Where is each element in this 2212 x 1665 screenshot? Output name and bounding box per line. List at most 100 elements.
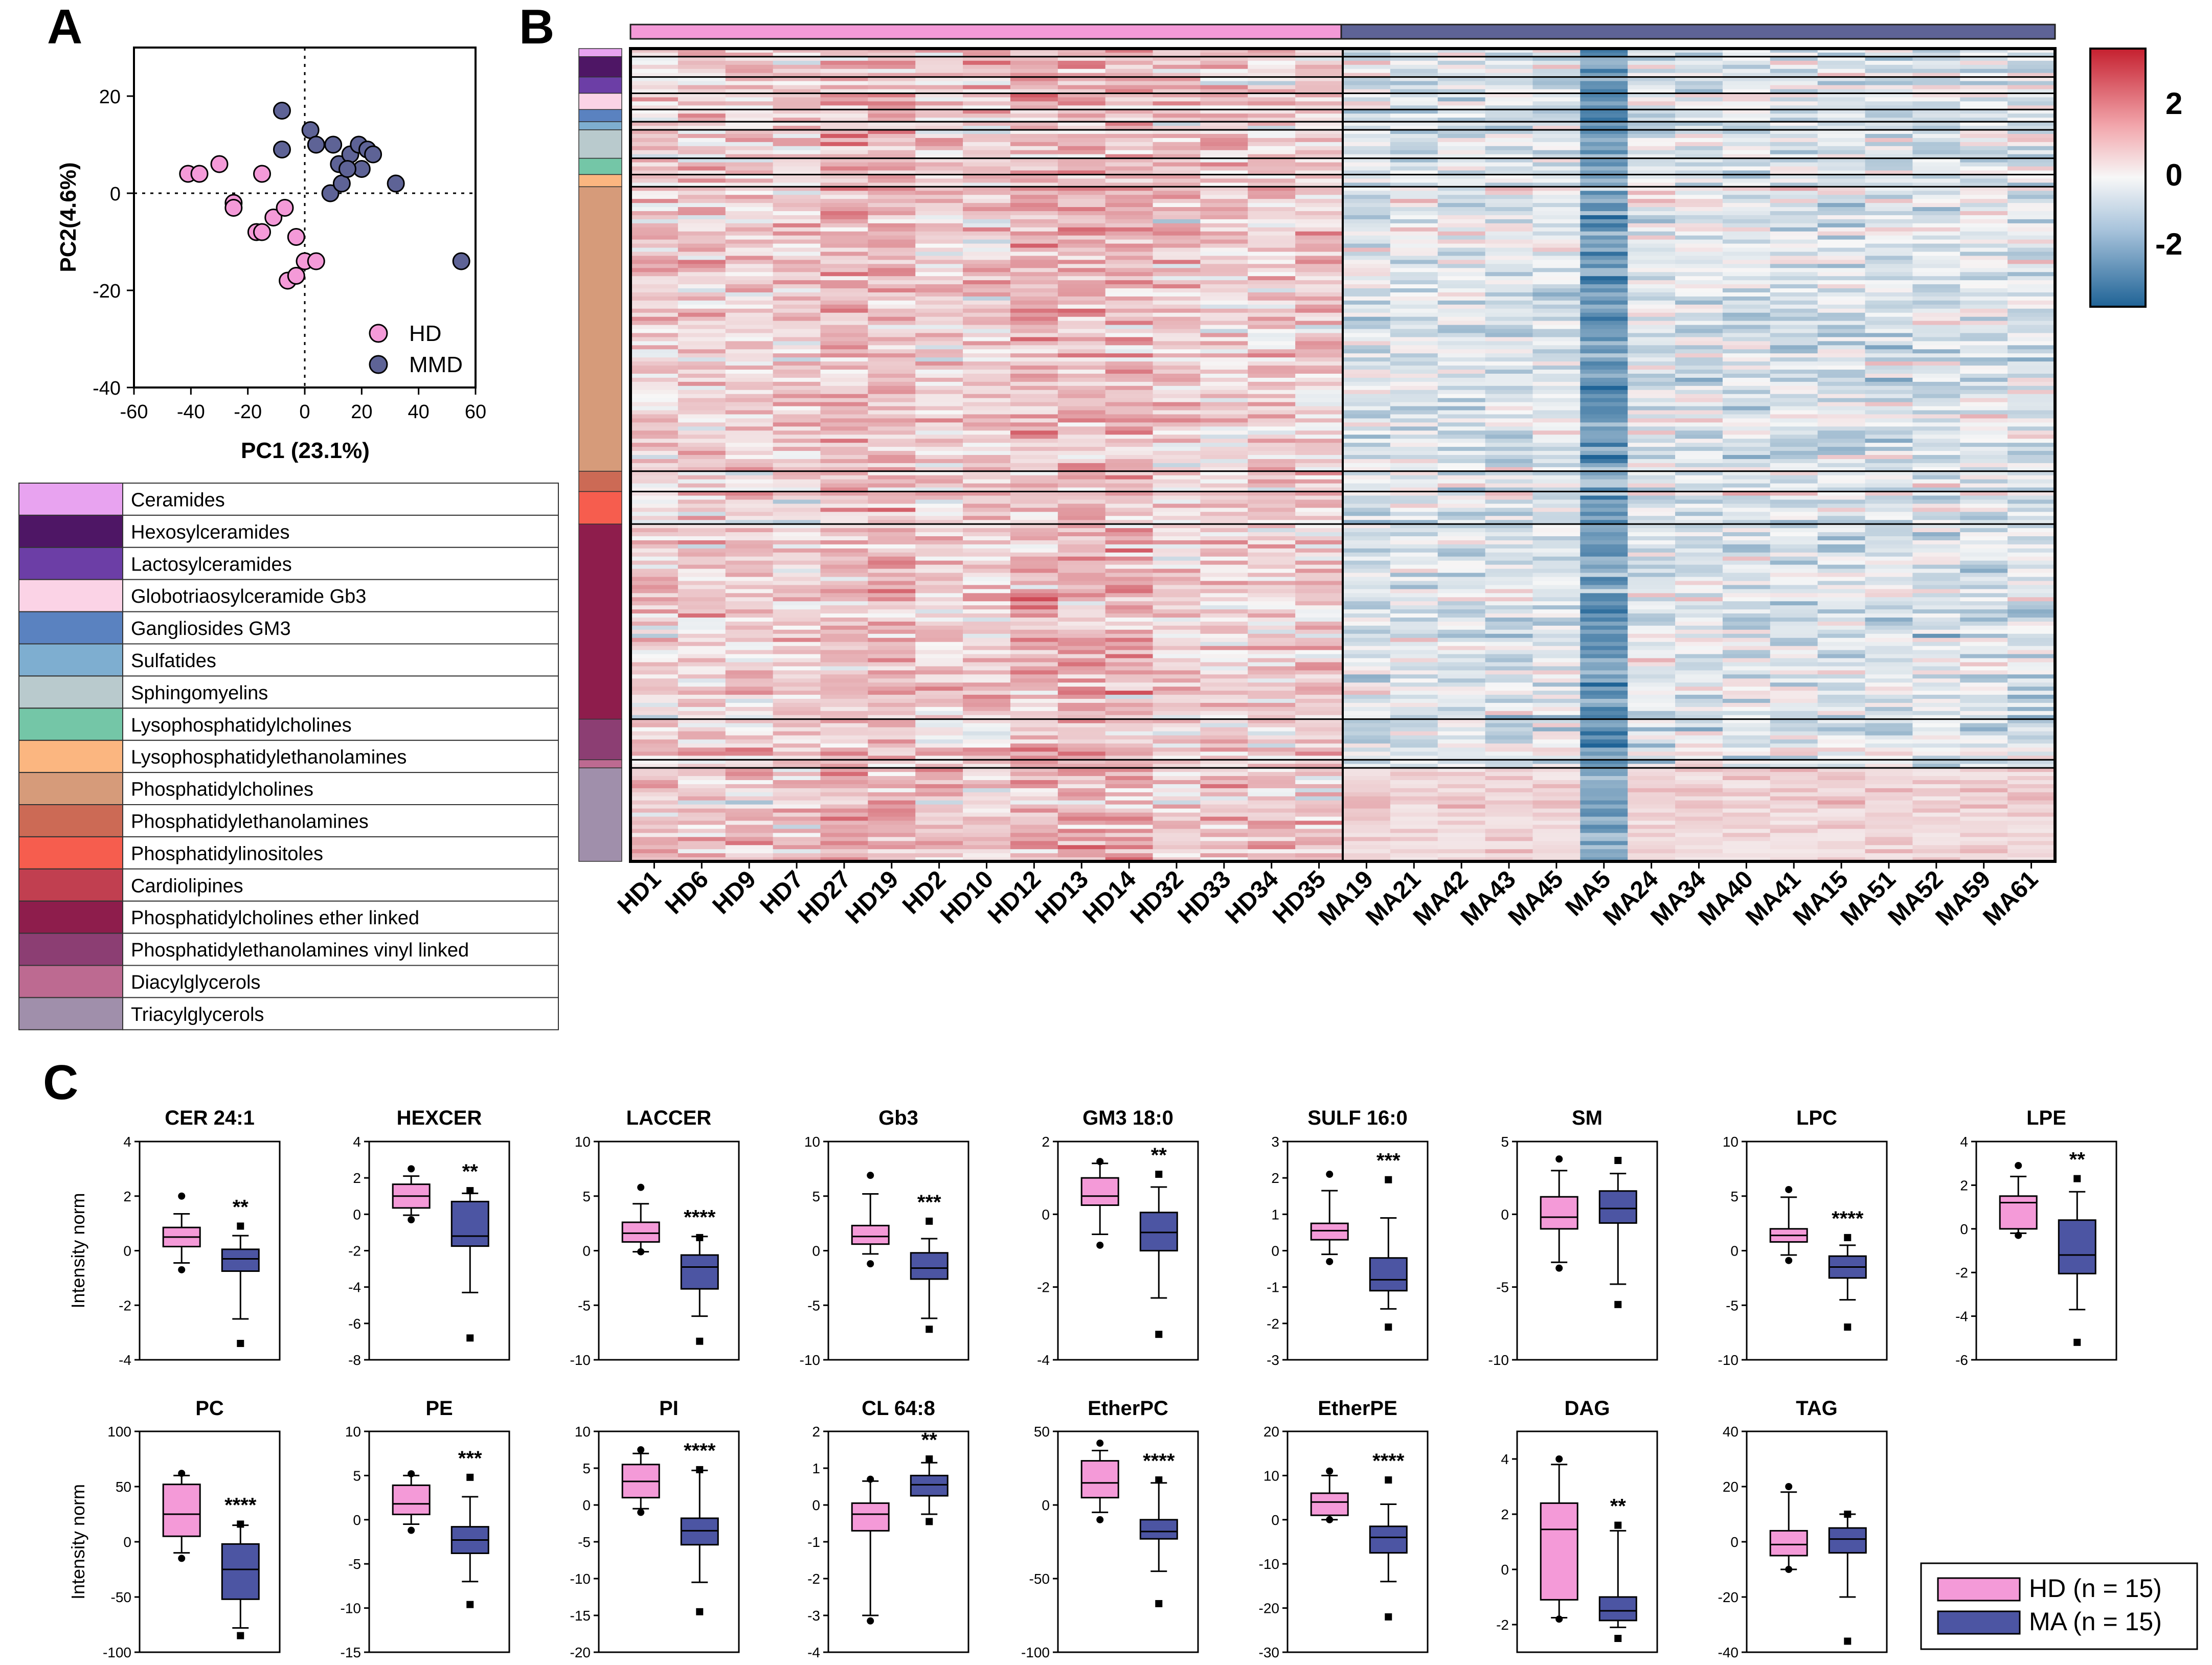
heatmap-cell bbox=[1960, 556, 2008, 561]
heatmap-cell bbox=[1485, 191, 1533, 195]
heatmap-cell bbox=[725, 256, 774, 260]
heatmap-cell bbox=[1057, 49, 1106, 53]
heatmap-cell bbox=[868, 520, 916, 524]
heatmap-cell bbox=[1722, 695, 1771, 699]
heatmap-cell bbox=[1200, 146, 1248, 151]
heatmap-cell bbox=[1390, 93, 1438, 98]
heatmap-cell bbox=[1532, 687, 1581, 691]
heatmap-cell bbox=[1817, 85, 1866, 90]
heatmap-cell bbox=[1105, 573, 1154, 578]
heatmap-cell bbox=[1865, 158, 1913, 163]
heatmap-cell bbox=[725, 219, 774, 224]
heatmap-cell bbox=[2007, 678, 2056, 683]
heatmap-cell bbox=[1485, 540, 1533, 545]
heatmap-cell bbox=[1817, 536, 1866, 541]
heatmap-cell bbox=[1817, 406, 1866, 411]
heatmap-cell bbox=[1532, 174, 1581, 179]
heatmap-cell bbox=[1532, 414, 1581, 419]
heatmap-cell bbox=[963, 113, 1011, 118]
heatmap-cell bbox=[1865, 435, 1913, 439]
heatmap-cell bbox=[1390, 589, 1438, 594]
heatmap-cell bbox=[1153, 56, 1201, 61]
heatmap-cell bbox=[1580, 341, 1628, 346]
heatmap-cell bbox=[1010, 499, 1058, 504]
heatmap-cell bbox=[773, 162, 821, 167]
heatmap-cell bbox=[1295, 666, 1343, 671]
heatmap-cell bbox=[1865, 650, 1913, 655]
heatmap-cell bbox=[1057, 158, 1106, 163]
heatmap-cell bbox=[678, 532, 726, 537]
heatmap-cell bbox=[915, 377, 963, 382]
heatmap-cell bbox=[678, 361, 726, 366]
heatmap-cell bbox=[630, 390, 679, 395]
heatmap-cell bbox=[1675, 122, 1723, 126]
heatmap-cell bbox=[1675, 243, 1723, 248]
heatmap-cell bbox=[1960, 150, 2008, 155]
heatmap-cell bbox=[1343, 605, 1391, 610]
heatmap-cell bbox=[1010, 471, 1058, 476]
heatmap-cell bbox=[1105, 215, 1154, 220]
heatmap-cell bbox=[1960, 231, 2008, 236]
heatmap-cell bbox=[1580, 552, 1628, 557]
heatmap-cell bbox=[1865, 300, 1913, 305]
heatmap-cell bbox=[1295, 219, 1343, 224]
heatmap-cell bbox=[1722, 130, 1771, 134]
heatmap-cell bbox=[1295, 321, 1343, 326]
heatmap-cell bbox=[1010, 183, 1058, 187]
heatmap-cell bbox=[1532, 316, 1581, 322]
heatmap-cell bbox=[1675, 280, 1723, 285]
heatmap-cell bbox=[1628, 479, 1676, 484]
heatmap-cell bbox=[630, 605, 679, 610]
heatmap-cell bbox=[1437, 219, 1486, 224]
heatmap-cell bbox=[1817, 300, 1866, 305]
heatmap-cell bbox=[915, 524, 963, 529]
heatmap-cell bbox=[1675, 487, 1723, 492]
heatmap-cell bbox=[1770, 491, 1818, 496]
heatmap-cell bbox=[1343, 422, 1391, 427]
heatmap-cell bbox=[1675, 499, 1723, 504]
heatmap-cell bbox=[630, 422, 679, 427]
heatmap-cell bbox=[1248, 235, 1296, 240]
heatmap-cell bbox=[1532, 195, 1581, 199]
heatmap-cell bbox=[1865, 345, 1913, 350]
heatmap-cell bbox=[678, 581, 726, 585]
heatmap-cell bbox=[1485, 357, 1533, 362]
heatmap-cell bbox=[1153, 97, 1201, 102]
heatmap-cell bbox=[1817, 495, 1866, 500]
heatmap-cell bbox=[1343, 650, 1391, 655]
heatmap-cell bbox=[773, 142, 821, 147]
heatmap-cell bbox=[773, 532, 821, 537]
heatmap-cell bbox=[1817, 69, 1866, 74]
heatmap-cell bbox=[1390, 292, 1438, 297]
heatmap-cell bbox=[820, 77, 868, 82]
heatmap-cell bbox=[868, 69, 916, 74]
heatmap-cell bbox=[1200, 227, 1248, 232]
heatmap-cell bbox=[1248, 548, 1296, 553]
heatmap-cell bbox=[1912, 475, 1960, 480]
heatmap-cell bbox=[1580, 589, 1628, 594]
heatmap-cell bbox=[1722, 357, 1771, 362]
heatmap-cell bbox=[1200, 658, 1248, 663]
heatmap-cell bbox=[1675, 658, 1723, 663]
heatmap-cell bbox=[678, 426, 726, 431]
heatmap-cell bbox=[1153, 418, 1201, 423]
heatmap-cell bbox=[820, 467, 868, 472]
heatmap-cell bbox=[1532, 394, 1581, 399]
heatmap-cell bbox=[1960, 471, 2008, 476]
heatmap-cell bbox=[725, 691, 774, 695]
heatmap-cell bbox=[1437, 410, 1486, 415]
heatmap-cell bbox=[1057, 260, 1106, 264]
heatmap-cell bbox=[868, 146, 916, 151]
class-legend-cell bbox=[122, 546, 559, 580]
heatmap-cell bbox=[1675, 288, 1723, 293]
heatmap-cell bbox=[630, 345, 679, 350]
heatmap-cell bbox=[1057, 414, 1106, 419]
heatmap-cell bbox=[1295, 77, 1343, 82]
heatmap-cell bbox=[1390, 130, 1438, 134]
heatmap-cell bbox=[1960, 113, 2008, 118]
heatmap-cell bbox=[1010, 69, 1058, 74]
heatmap-cell bbox=[868, 666, 916, 671]
heatmap-cell bbox=[1817, 316, 1866, 322]
heatmap-cell bbox=[915, 581, 963, 585]
heatmap-cell bbox=[678, 691, 726, 695]
